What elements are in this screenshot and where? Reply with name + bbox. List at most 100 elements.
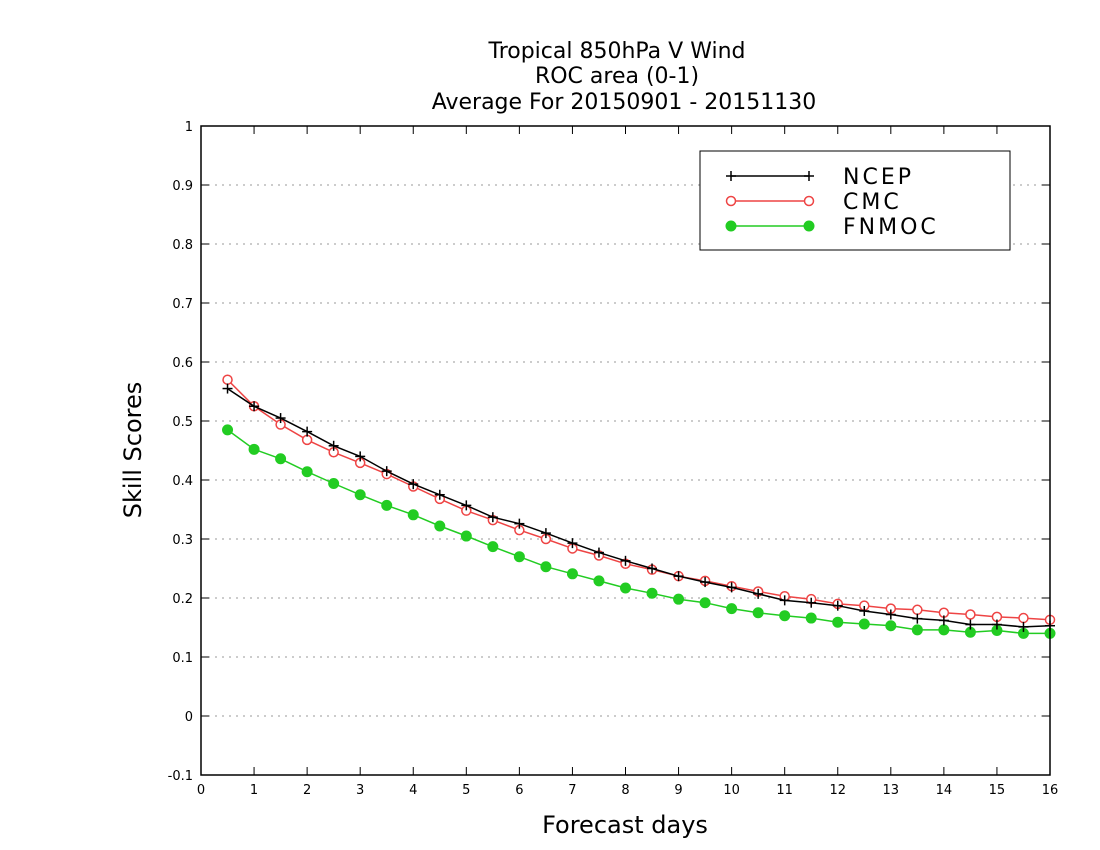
- data-point-fnmoc: [911, 624, 923, 636]
- x-tick-label: 6: [515, 783, 523, 798]
- data-point-ncep: [381, 466, 392, 477]
- x-tick-label: 14: [936, 783, 953, 798]
- data-point-ncep: [647, 563, 658, 574]
- chart-title-line-1: Tropical 850hPa V Wind: [487, 39, 745, 64]
- series-cmc: [222, 374, 1056, 626]
- y-tick-label: 0.4: [172, 474, 193, 489]
- data-point-fnmoc: [673, 593, 685, 605]
- y-tick-label: 0.2: [172, 592, 193, 607]
- y-tick-label: 0.6: [172, 356, 193, 371]
- x-tick-label: 16: [1042, 783, 1059, 798]
- data-point-ncep: [938, 615, 949, 626]
- y-tick-label: 0.7: [172, 297, 193, 312]
- data-point-fnmoc: [460, 530, 472, 542]
- data-point-fnmoc: [566, 568, 578, 580]
- x-tick-label: 13: [883, 783, 900, 798]
- data-point-ncep: [408, 479, 419, 490]
- data-point-cmc: [965, 609, 976, 620]
- data-point-ncep: [593, 547, 604, 558]
- data-point-ncep: [275, 413, 286, 424]
- data-point-fnmoc: [938, 624, 950, 636]
- legend-item-cmc: CMC: [725, 190, 902, 215]
- series-line-fnmoc: [227, 429, 1050, 635]
- series-line-cmc: [226, 379, 1051, 621]
- data-point-fnmoc: [832, 616, 844, 628]
- x-tick-label: 2: [303, 783, 311, 798]
- series-ncep: [222, 383, 1055, 632]
- data-point-fnmoc: [885, 620, 897, 632]
- y-tick-label: 0.8: [172, 238, 193, 253]
- y-tick-label: 0.9: [172, 179, 193, 194]
- data-point-fnmoc: [407, 509, 419, 521]
- x-tick-label: 10: [723, 783, 740, 798]
- y-tick-label: 1: [185, 120, 193, 135]
- x-tick-label: 1: [250, 783, 258, 798]
- data-point-fnmoc: [275, 453, 287, 465]
- data-point-fnmoc: [726, 603, 738, 615]
- data-point-fnmoc: [513, 551, 525, 563]
- legend-marker-cmc: [725, 195, 737, 207]
- data-point-fnmoc: [646, 587, 658, 599]
- y-tick-label: 0.1: [172, 651, 193, 666]
- data-point-ncep: [540, 528, 551, 539]
- y-axis-label: Skill Scores: [119, 382, 147, 519]
- data-point-ncep: [912, 613, 923, 624]
- x-tick-label: 7: [568, 783, 576, 798]
- plot-frame: [200, 125, 1051, 776]
- data-point-ncep: [222, 383, 233, 394]
- data-point-ncep: [434, 489, 445, 500]
- data-point-ncep: [567, 538, 578, 549]
- y-tick-label: 0.3: [172, 533, 193, 548]
- x-tick-label: 3: [356, 783, 364, 798]
- data-point-ncep: [753, 588, 764, 599]
- data-point-fnmoc: [328, 478, 340, 490]
- data-point-cmc: [1018, 612, 1029, 624]
- data-point-ncep: [514, 518, 525, 529]
- x-tick-label: 11: [776, 783, 793, 798]
- data-point-ncep: [620, 555, 631, 566]
- x-tick-label: 15: [989, 783, 1006, 798]
- data-point-ncep: [355, 451, 366, 462]
- data-point-ncep: [779, 595, 790, 606]
- data-point-ncep: [1018, 621, 1029, 632]
- data-point-cmc: [912, 604, 923, 616]
- data-point-fnmoc: [752, 607, 764, 619]
- data-point-fnmoc: [381, 499, 393, 511]
- data-point-ncep: [328, 440, 339, 451]
- data-point-ncep: [991, 619, 1002, 630]
- data-point-fnmoc: [487, 541, 499, 553]
- legend-label-cmc: CMC: [843, 190, 902, 215]
- x-tick-label: 9: [674, 783, 682, 798]
- data-point-cmc: [301, 434, 313, 446]
- data-point-fnmoc: [354, 489, 366, 501]
- data-point-ncep: [965, 619, 976, 630]
- grid: [201, 184, 1050, 717]
- data-point-ncep: [806, 597, 817, 608]
- legend-label-ncep: NCEP: [843, 165, 914, 190]
- y-tick-label: 0.5: [172, 415, 193, 430]
- legend-item-fnmoc: FNMOC: [725, 215, 939, 240]
- x-tick-label: 8: [621, 783, 629, 798]
- data-point-ncep: [249, 401, 260, 412]
- data-point-ncep: [859, 605, 870, 616]
- legend-label-fnmoc: FNMOC: [843, 215, 939, 240]
- data-point-ncep: [461, 500, 472, 511]
- x-axis-label: Forecast days: [542, 811, 708, 839]
- data-point-ncep: [673, 571, 684, 582]
- y-tick-label: 0: [185, 710, 193, 725]
- data-point-fnmoc: [593, 575, 605, 587]
- legend-marker-cmc: [803, 195, 815, 207]
- data-point-fnmoc: [248, 443, 260, 455]
- legend-marker-ncep: [726, 171, 736, 181]
- chart-title-line-3: Average For 20150901 - 20151130: [432, 90, 817, 115]
- data-point-ncep: [726, 582, 737, 593]
- series-group: [222, 374, 1056, 639]
- data-point-fnmoc: [805, 612, 817, 624]
- data-point-ncep: [832, 600, 843, 611]
- legend-item-ncep: NCEP: [726, 165, 914, 190]
- axis-ticks: -0.100.10.20.30.40.50.60.70.80.910 1 2 3 4 5 6…: [168, 120, 1059, 798]
- data-point-fnmoc: [779, 610, 791, 622]
- legend-marker-ncep: [804, 171, 814, 181]
- x-tick-label: 12: [829, 783, 846, 798]
